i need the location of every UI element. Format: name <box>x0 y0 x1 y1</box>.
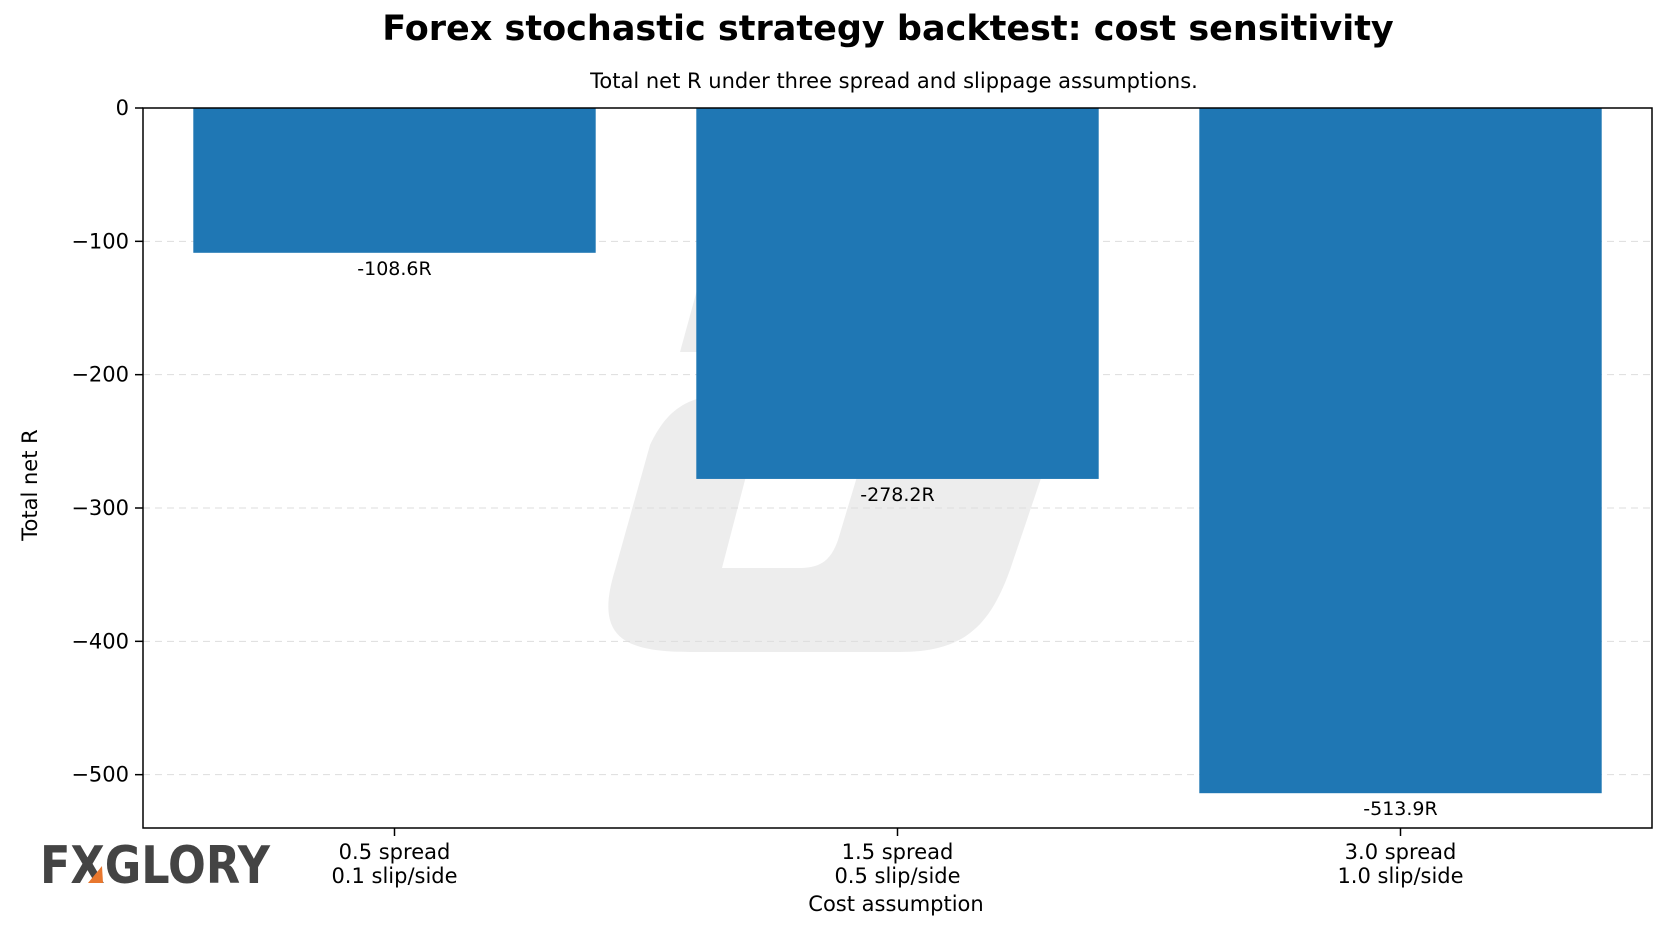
x-tick-label: 0.5 slip/side <box>834 864 960 888</box>
bar <box>696 108 1099 479</box>
bar-data-label: -278.2R <box>860 484 934 506</box>
y-tick-label: −400 <box>71 629 129 653</box>
chart-title: Forex stochastic strategy backtest: cost… <box>382 9 1394 49</box>
logo-wordmark: FXGLORY <box>40 836 271 896</box>
x-axis-label: Cost assumption <box>808 892 983 916</box>
bar <box>1199 108 1602 794</box>
y-tick-label: −200 <box>71 363 129 387</box>
chart-subtitle: Total net R under three spread and slipp… <box>589 69 1198 93</box>
bars-group <box>193 108 1602 794</box>
bar-labels-group: -108.6R -278.2R -513.9R <box>357 258 1437 820</box>
x-tick-label: 1.0 slip/side <box>1337 864 1463 888</box>
fxglory-logo: FXGLORY <box>40 836 271 896</box>
x-tick-label: 0.1 slip/side <box>331 864 457 888</box>
y-tick-label: −100 <box>71 229 129 253</box>
x-tick-label: 1.5 spread <box>842 840 954 864</box>
y-tick-label: −500 <box>71 763 129 787</box>
y-axis-label: Total net R <box>18 429 42 541</box>
bar-data-label: -513.9R <box>1363 798 1437 820</box>
y-tick-label: 0 <box>116 96 129 120</box>
y-axis: 0 −100 −200 −300 −400 −500 <box>71 96 143 787</box>
bar <box>193 108 596 253</box>
logo-accent-triangle <box>88 866 103 883</box>
y-tick-label: −300 <box>71 496 129 520</box>
bar-data-label: -108.6R <box>357 258 431 280</box>
x-tick-label: 0.5 spread <box>339 840 451 864</box>
x-tick-label: 3.0 spread <box>1345 840 1457 864</box>
